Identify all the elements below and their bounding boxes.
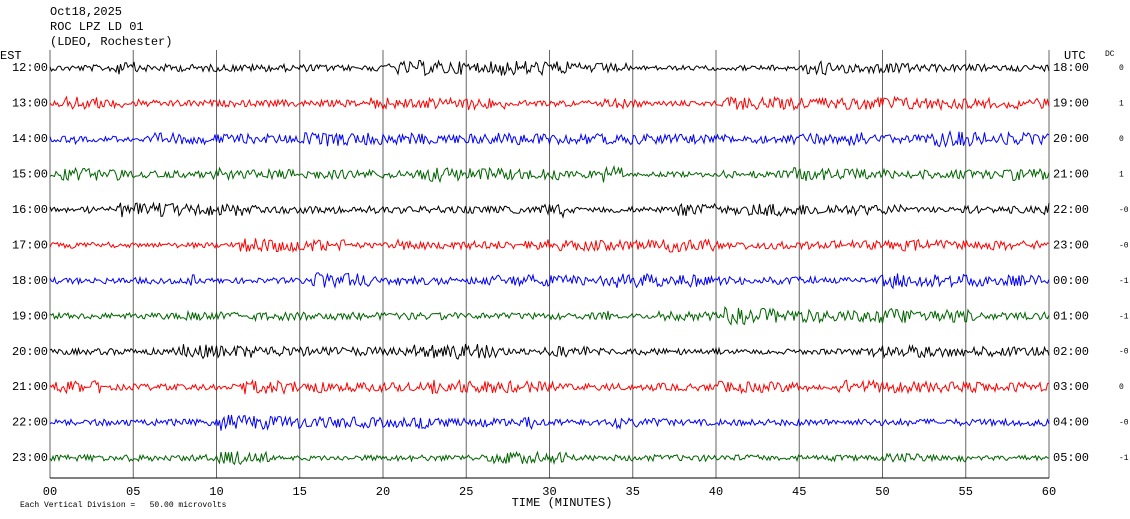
title-line: Oct18,2025	[50, 5, 122, 19]
dc-value: -1	[1119, 312, 1129, 321]
dc-value: 1	[1119, 170, 1124, 179]
utc-time: 04:00	[1053, 416, 1089, 430]
est-time: 22:00	[12, 416, 48, 430]
utc-time: 02:00	[1053, 345, 1089, 359]
x-tick-label: 35	[626, 485, 640, 499]
dc-label: DC	[1105, 50, 1115, 59]
x-tick-label: 10	[209, 485, 223, 499]
utc-time: 18:00	[1053, 61, 1089, 75]
x-tick-label: 55	[959, 485, 973, 499]
trace	[49, 450, 1050, 466]
trace	[49, 414, 1050, 431]
utc-time: 05:00	[1053, 451, 1089, 465]
est-time: 23:00	[12, 451, 48, 465]
dc-value: 0	[1119, 64, 1124, 73]
dc-value: -0	[1119, 419, 1129, 428]
utc-time: 19:00	[1053, 97, 1089, 111]
trace	[49, 272, 1050, 290]
utc-time: 21:00	[1053, 168, 1089, 182]
dc-value: -0	[1119, 206, 1129, 215]
est-time: 12:00	[12, 61, 48, 75]
dc-value: -0	[1119, 241, 1129, 250]
title-line: ROC LPZ LD 01	[50, 20, 144, 34]
utc-label: UTC	[1064, 49, 1086, 63]
utc-time: 03:00	[1053, 380, 1089, 394]
trace	[49, 164, 1050, 184]
est-time: 14:00	[12, 132, 48, 146]
trace	[49, 201, 1050, 219]
utc-time: 23:00	[1053, 238, 1089, 252]
dc-value: -1	[1119, 277, 1129, 286]
x-tick-label: 50	[875, 485, 889, 499]
x-tick-label: 60	[1042, 485, 1056, 499]
trace	[49, 306, 1050, 326]
trace	[49, 238, 1050, 253]
utc-time: 22:00	[1053, 203, 1089, 217]
x-tick-label: 30	[542, 485, 556, 499]
est-time: 18:00	[12, 274, 48, 288]
trace	[49, 95, 1050, 112]
est-time: 17:00	[12, 238, 48, 252]
utc-time: 01:00	[1053, 309, 1089, 323]
est-time: 16:00	[12, 203, 48, 217]
dc-value: -1	[1119, 454, 1129, 463]
trace	[49, 129, 1050, 148]
est-time: 20:00	[12, 345, 48, 359]
x-tick-label: 15	[293, 485, 307, 499]
footer: Each Vertical Division = 50.00 microvolt…	[20, 501, 227, 510]
utc-time: 00:00	[1053, 274, 1089, 288]
trace	[49, 378, 1050, 396]
dc-value: 1	[1119, 100, 1124, 109]
est-time: 21:00	[12, 380, 48, 394]
trace	[49, 343, 1050, 360]
utc-time: 20:00	[1053, 132, 1089, 146]
x-tick-label: 20	[376, 485, 390, 499]
x-tick-label: 25	[459, 485, 473, 499]
trace	[49, 59, 1050, 77]
est-time: 19:00	[12, 309, 48, 323]
est-label: EST	[0, 49, 22, 63]
x-tick-label: 45	[792, 485, 806, 499]
x-tick-label: 40	[709, 485, 723, 499]
dc-value: 0	[1119, 383, 1124, 392]
x-tick-label: 00	[43, 485, 57, 499]
est-time: 13:00	[12, 97, 48, 111]
x-axis-title: TIME (MINUTES)	[512, 496, 613, 510]
dc-value: 0	[1119, 135, 1124, 144]
est-time: 15:00	[12, 168, 48, 182]
x-tick-label: 05	[126, 485, 140, 499]
title-line: (LDEO, Rochester)	[50, 35, 172, 49]
dc-value: -0	[1119, 348, 1129, 357]
